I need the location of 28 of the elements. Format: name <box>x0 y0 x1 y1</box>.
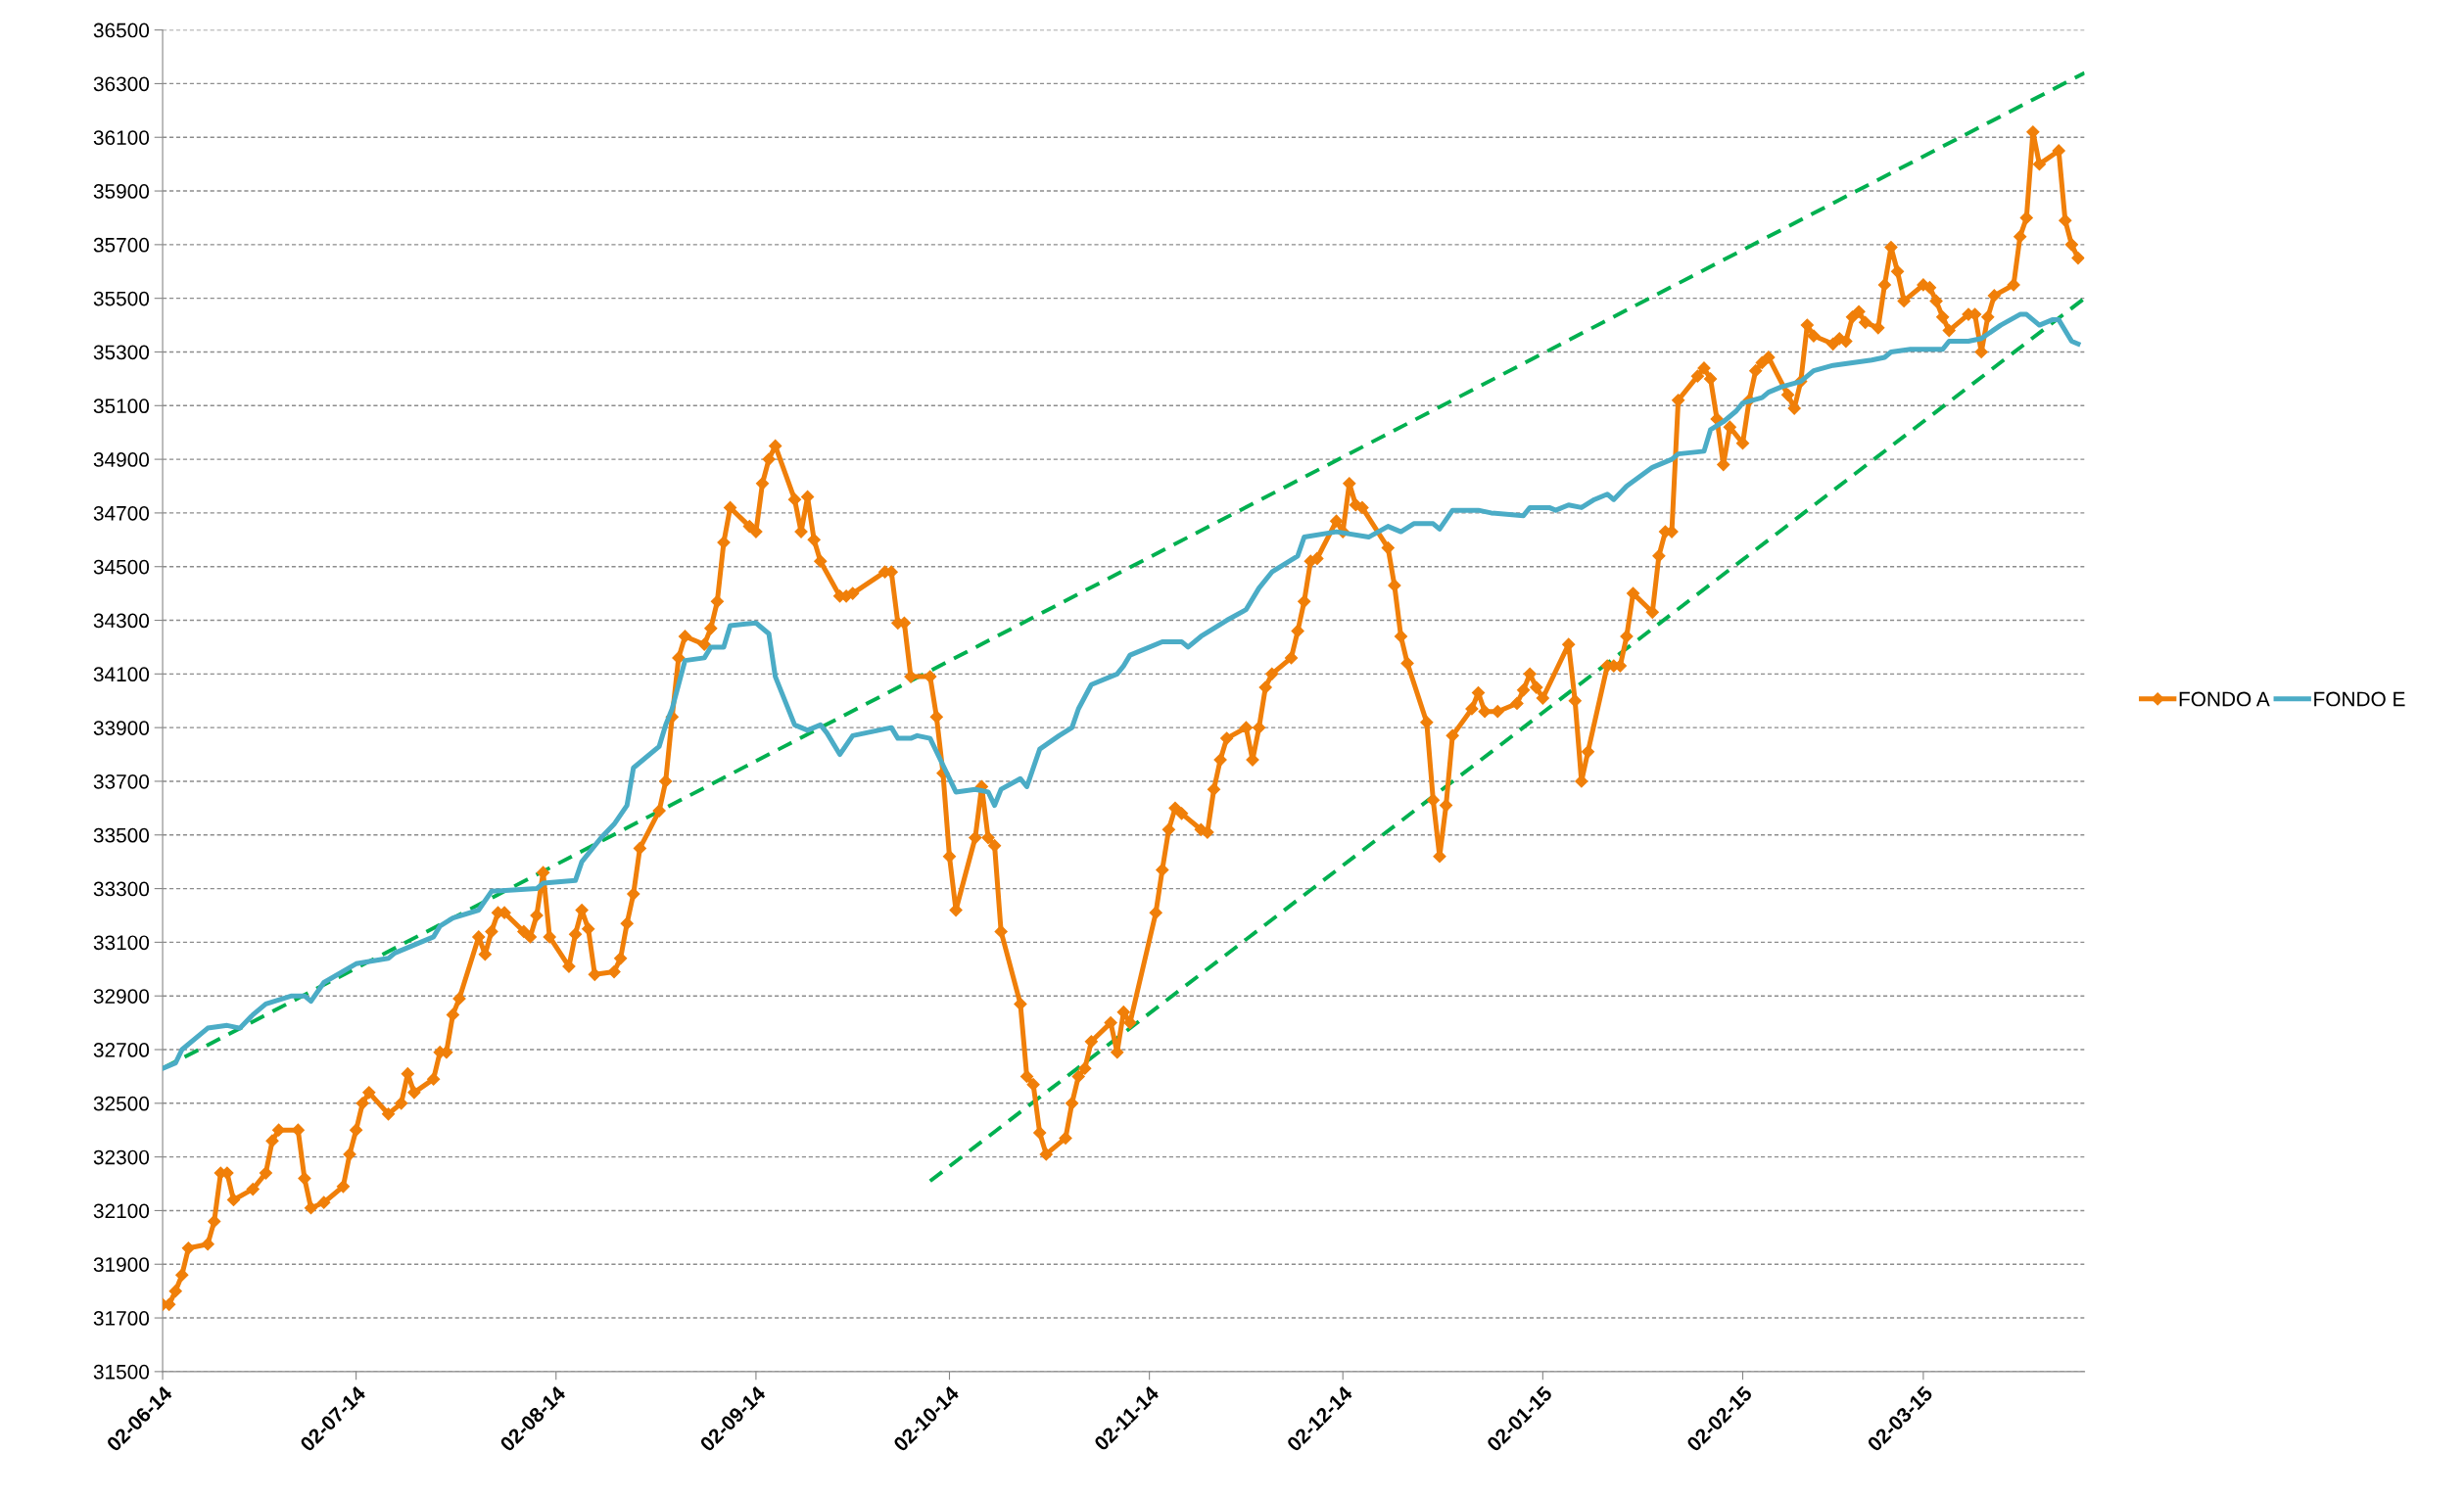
y-tick-label: 33500 <box>93 827 150 843</box>
y-tick-label: 35100 <box>93 398 150 414</box>
y-tick-label: 34500 <box>93 559 150 575</box>
y-tick-label: 36300 <box>93 76 150 92</box>
y-tick-label: 34300 <box>93 613 150 629</box>
y-tick-label: 35700 <box>93 237 150 253</box>
y-tick-label: 33900 <box>93 721 150 735</box>
y-tick-label: 35900 <box>93 184 150 199</box>
y-tick-label: 31500 <box>93 1364 150 1380</box>
y-tick-label: 31900 <box>93 1257 150 1272</box>
y-tick-label: 32900 <box>93 989 150 1004</box>
y-tick-label: 35300 <box>93 345 150 360</box>
y-tick-label: 32700 <box>93 1043 150 1057</box>
y-tick-label: 33100 <box>93 935 150 951</box>
y-tick-label: 35500 <box>93 291 150 306</box>
y-tick-label: 36100 <box>93 130 150 145</box>
y-tick-label: 32500 <box>93 1096 150 1111</box>
legend-label: FONDO E <box>2314 691 2405 707</box>
legend-label: FONDO A <box>2179 691 2270 707</box>
y-tick-label: 34900 <box>93 452 150 467</box>
y-tick-label: 32100 <box>93 1203 150 1219</box>
y-tick-label: 34700 <box>93 505 150 521</box>
y-tick-label: 33700 <box>93 773 150 789</box>
y-tick-label: 36500 <box>93 23 150 38</box>
y-tick-label: 34100 <box>93 667 150 682</box>
y-tick-label: 31700 <box>93 1311 150 1326</box>
y-tick-label: 32300 <box>93 1149 150 1165</box>
y-tick-label: 33300 <box>93 881 150 897</box>
